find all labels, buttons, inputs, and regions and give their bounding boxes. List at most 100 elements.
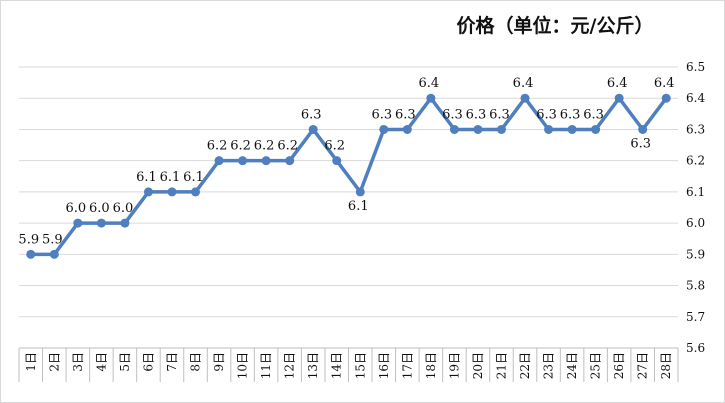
x-tick-label: 21日 [494,352,508,379]
x-tick-label: 11日 [259,352,273,379]
x-tick-label: 7日 [165,352,179,372]
data-label: 6.2 [230,139,251,154]
data-point [191,187,201,197]
x-tick-label: 12日 [283,352,297,379]
data-label: 6.3 [395,107,416,122]
series-line [30,96,668,257]
data-label: 6.3 [466,107,487,122]
x-tick-label: 6日 [141,352,155,372]
data-point [473,124,483,134]
data-label: 6.1 [183,170,204,185]
data-point [614,93,624,103]
data-point [426,93,436,103]
data-point [544,124,554,134]
x-tick-label: 27日 [636,352,650,379]
y-tick-label: 5.9 [686,247,705,261]
y-tick-label: 6.2 [686,154,705,168]
y-tick-label: 6.3 [686,122,705,136]
data-point [402,124,412,134]
data-points [26,93,671,259]
data-label: 6.3 [371,107,392,122]
x-tick-label: 28日 [659,352,673,379]
x-tick-label: 26日 [612,352,626,379]
y-tick-label: 5.6 [686,341,705,355]
data-point [73,218,83,228]
data-point [96,218,106,228]
data-label: 6.2 [207,139,228,154]
data-label: 6.1 [136,170,157,185]
data-label: 6.4 [607,76,628,91]
x-tick-label: 25日 [589,352,603,379]
data-label: 6.2 [277,139,298,154]
data-label: 6.0 [89,201,110,216]
data-point [308,124,318,134]
y-tick-label: 6.1 [686,185,705,199]
data-label: 6.3 [301,107,322,122]
data-label: 5.9 [18,232,39,247]
data-label: 6.3 [560,107,581,122]
data-point [285,156,295,166]
x-tick-label: 19日 [447,352,461,379]
x-tick-label: 16日 [377,352,391,379]
x-tick-label: 22日 [518,352,532,379]
grid-lines [19,66,678,318]
data-label: 6.4 [419,76,440,91]
x-tick-label: 14日 [330,352,344,379]
x-tick-label: 4日 [94,352,108,372]
data-label: 6.3 [536,107,557,122]
x-tick-label: 5日 [118,352,132,372]
y-tick-label: 6.5 [686,60,705,74]
data-point [496,124,506,134]
data-point [26,249,36,259]
x-tick-label: 3日 [71,352,85,372]
y-tick-label: 6.0 [686,216,705,230]
data-label: 6.3 [630,136,651,151]
x-tick-label: 15日 [353,352,367,379]
x-tick-label: 20日 [471,352,485,379]
data-label: 6.1 [348,199,369,214]
data-point [379,124,389,134]
x-axis [18,347,679,382]
x-tick-label: 8日 [189,352,203,372]
x-tick-label: 13日 [306,352,320,379]
data-label: 6.3 [442,107,463,122]
data-point [120,218,130,228]
data-point [449,124,459,134]
data-label: 6.0 [113,201,134,216]
x-tick-label: 2日 [47,352,61,372]
data-point [214,156,224,166]
data-point [638,124,648,134]
data-point [261,156,271,166]
data-label: 6.3 [583,107,604,122]
y-tick-label: 6.4 [686,91,705,105]
data-point [332,156,342,166]
data-label: 6.1 [160,170,181,185]
x-tick-label: 24日 [565,352,579,379]
y-axis-ticks: 5.6 5.7 5.8 5.9 6.0 6.1 6.2 6.3 6.4 6.5 [686,60,705,355]
x-tick-label: 23日 [542,352,556,379]
data-point [355,187,365,197]
data-point [661,93,671,103]
data-label: 6.2 [254,139,275,154]
data-labels: 5.9 5.96.0 6.0 6.06.1 6.1 6.16.2 6.2 6.2 6.26.36… [18,76,674,247]
x-axis-labels: 1日 2日 3日 4日 5日 6日 7日 8日 9日 10日 11日 12日 13日 14日 15日 16日 1… [24,352,673,379]
x-tick-label: 17日 [400,352,414,379]
data-point [49,249,59,259]
data-label: 6.3 [489,107,510,122]
data-point [238,156,248,166]
x-tick-label: 9日 [212,352,226,372]
y-tick-label: 5.7 [686,310,705,324]
chart-title: 价格（单位：元/公斤） [457,14,654,37]
data-point [520,93,530,103]
data-point [567,124,577,134]
x-tick-label: 1日 [24,352,38,372]
data-label: 6.0 [65,201,86,216]
data-point [143,187,153,197]
x-tick-label: 10日 [236,352,250,379]
y-tick-label: 5.8 [686,279,705,293]
data-label: 6.2 [324,139,345,154]
data-label: 5.9 [42,232,63,247]
data-point [591,124,601,134]
